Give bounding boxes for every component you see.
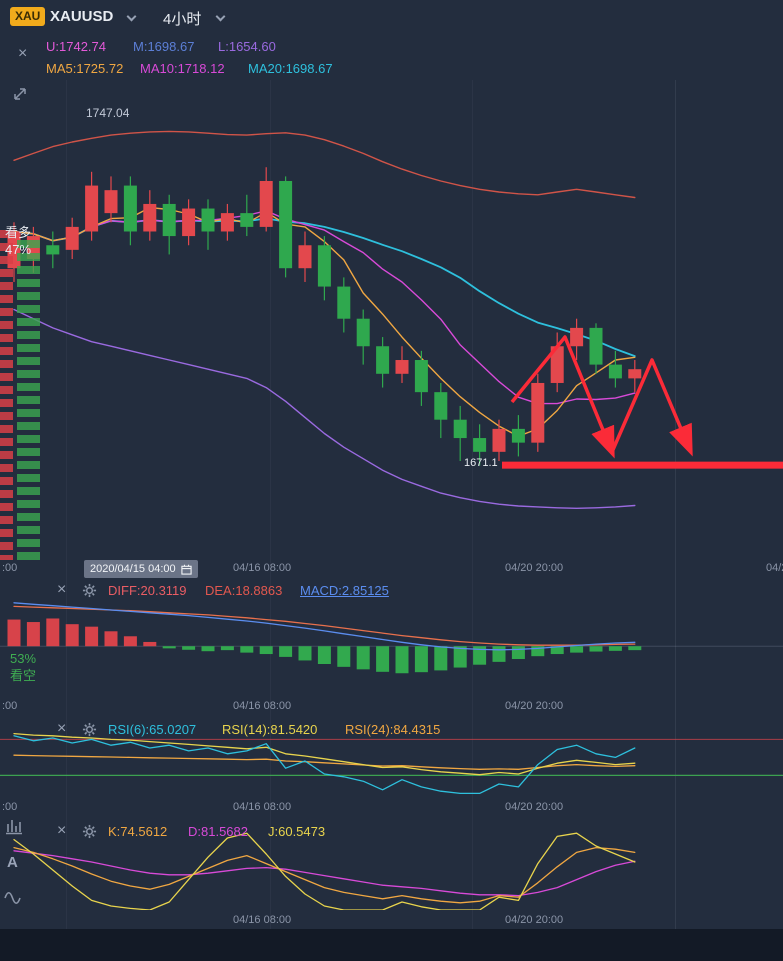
ma10-value: MA10:1718.12 [140, 61, 225, 76]
gear-icon[interactable] [82, 722, 97, 737]
macd-dea-value: DEA:18.8863 [205, 583, 283, 598]
x-axis-tick: 04/20 20:00 [505, 914, 564, 926]
bottom-bar [0, 929, 783, 961]
gridline [270, 80, 271, 929]
x-axis-tick: 04/16 08:00 [233, 562, 292, 574]
bear-percent: 53% [10, 651, 37, 666]
date-selector[interactable]: 2020/04/15 04:00 [84, 560, 198, 578]
bull-label: 看多 [5, 225, 32, 240]
x-axis-tick: :00 [2, 700, 18, 712]
kdj-d-value: D:81.5682 [188, 824, 248, 839]
ma20-value: MA20:1698.67 [248, 61, 333, 76]
text-tool-icon[interactable]: A [7, 854, 18, 871]
chart-type-icon[interactable] [4, 816, 24, 836]
boll-mid-value: M:1698.67 [133, 39, 195, 54]
rsi6-value: RSI(6):65.0207 [108, 722, 197, 737]
bear-sentiment-label: 53% 看空 [10, 650, 36, 684]
macd-chart[interactable] [0, 600, 783, 696]
x-axis-tick: 04/20 20:00 [505, 700, 564, 712]
kdj-k-value: K:74.5612 [108, 824, 168, 839]
x-axis-tick: :00 [2, 562, 18, 574]
selected-date: 2020/04/15 04:00 [90, 563, 176, 575]
timeframe-selector[interactable]: 4小时 [163, 11, 202, 28]
bear-sentiment-bar [17, 240, 40, 560]
x-axis-tick: 04/16 08:00 [233, 700, 292, 712]
expand-icon[interactable] [12, 86, 28, 102]
x-axis-tick: :00 [2, 801, 18, 813]
bull-sentiment-label: 看多 47% [5, 224, 31, 258]
close-icon[interactable]: × [57, 720, 67, 737]
macd-diff-value: DIFF:20.3119 [108, 583, 187, 598]
symbol-selector[interactable]: XAUUSD [50, 8, 114, 25]
wave-tool-icon[interactable] [3, 888, 23, 908]
boll-lower-value: L:1654.60 [218, 39, 276, 54]
main-candlestick-chart[interactable] [0, 80, 783, 562]
calendar-icon [181, 564, 192, 575]
ma5-value: MA5:1725.72 [46, 61, 124, 76]
kdj-j-value: J:60.5473 [268, 824, 326, 839]
close-icon[interactable]: × [57, 822, 67, 839]
bull-sentiment-bar [0, 230, 13, 560]
high-price-label: 1747.04 [86, 106, 130, 120]
boll-upper-value: U:1742.74 [46, 39, 106, 54]
macd-value: MACD:2.85125 [300, 583, 389, 598]
support-price-label: 1671.1 [464, 457, 498, 469]
x-axis-tick: 04/16 08:00 [233, 914, 292, 926]
bull-percent: 47% [5, 242, 32, 257]
x-axis-tick: 04/20 20:00 [505, 801, 564, 813]
close-icon[interactable]: × [18, 45, 28, 62]
rsi24-value: RSI(24):84.4315 [345, 722, 441, 737]
gear-icon[interactable] [82, 583, 97, 598]
close-icon[interactable]: × [57, 581, 67, 598]
x-axis-tick: 04/16 08:00 [233, 801, 292, 813]
symbol-logo: XAU [10, 7, 46, 27]
gear-icon[interactable] [82, 824, 97, 839]
x-axis-tick: 04/2 [766, 562, 783, 574]
gridline [472, 80, 473, 929]
gridline [675, 80, 676, 929]
chevron-down-icon[interactable] [215, 11, 226, 22]
kdj-chart[interactable] [0, 830, 783, 910]
chevron-down-icon[interactable] [126, 11, 137, 22]
rsi14-value: RSI(14):81.5420 [222, 722, 318, 737]
rsi-chart[interactable] [0, 725, 783, 797]
x-axis-tick: 04/20 20:00 [505, 562, 564, 574]
bear-label: 看空 [10, 668, 37, 683]
gridline [66, 80, 67, 929]
